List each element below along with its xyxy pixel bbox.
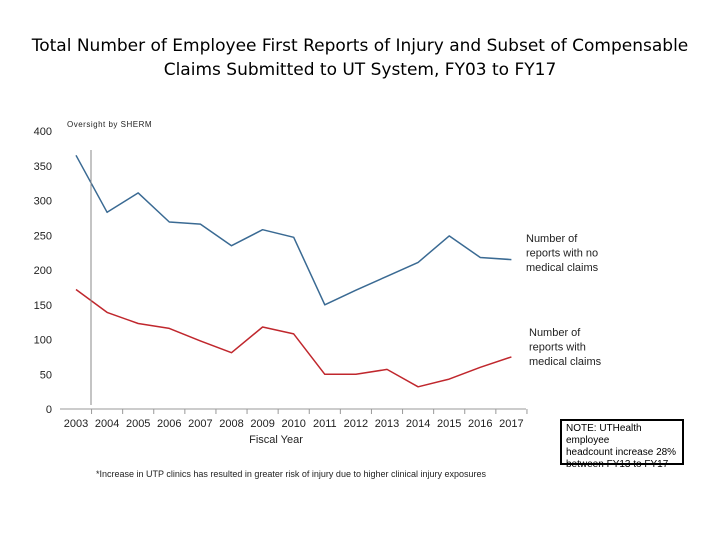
x-axis: 2003 2004 2005 2006 2007 2008 2009 2010 2011 2012…	[60, 408, 528, 446]
x-tick-label: 2016	[468, 418, 492, 430]
y-tick-label: 0	[46, 404, 52, 416]
series-label-line: reports with	[529, 342, 586, 354]
y-tick-label: 100	[34, 335, 52, 347]
series-line-medical	[75, 288, 512, 388]
x-tick-label: 2006	[157, 418, 181, 430]
x-tick-label: 2011	[313, 418, 337, 430]
x-tick-label: 2010	[281, 418, 305, 430]
chart-title-line-1: Total Number of Employee First Reports o…	[31, 36, 689, 56]
y-tick-label: 300	[34, 196, 52, 208]
x-tick-label: 2008	[219, 418, 243, 430]
y-tick-label: 250	[34, 230, 52, 242]
note-box: NOTE: UTHealth employee headcount increa…	[560, 419, 684, 470]
y-tick-label: 200	[34, 265, 52, 277]
x-tick-label: 2014	[406, 418, 430, 430]
note-line-2: headcount increase 28%	[566, 447, 677, 458]
y-axis: 0 50 100 150 200 250 300 350 400	[34, 126, 52, 416]
series-label-line: medical claims	[526, 262, 599, 274]
x-tick-label: 2003	[64, 418, 88, 430]
y-tick-label: 150	[34, 300, 52, 312]
series-label-no-medical: Number of reports with no medical claims	[526, 233, 599, 274]
x-axis-label: Fiscal Year	[249, 434, 303, 446]
series-layer	[75, 154, 512, 388]
note-line-1: NOTE: UTHealth employee	[566, 423, 642, 446]
x-tick-label: 2017	[499, 418, 523, 430]
oversight-label: Oversight by SHERM	[67, 120, 152, 129]
y-tick-label: 50	[40, 369, 52, 381]
chart-title: Total Number of Employee First Reports o…	[0, 34, 720, 82]
x-tick-label: 2012	[344, 418, 368, 430]
chart-title-line-2: Claims Submitted to UT System, FY03 to F…	[163, 60, 557, 80]
y-tick-label: 400	[34, 126, 52, 138]
x-tick-label: 2005	[126, 418, 150, 430]
x-tick-label: 2004	[95, 418, 119, 430]
x-tick-label: 2009	[250, 418, 274, 430]
footnote: *Increase in UTP clinics has resulted in…	[96, 469, 487, 479]
y-tick-label: 350	[34, 161, 52, 173]
note-line-3: between FY13 to FY17	[566, 459, 669, 470]
x-tick-label: 2015	[437, 418, 461, 430]
series-line-no-medical	[75, 154, 512, 306]
x-tick-label: 2013	[375, 418, 399, 430]
series-label-line: medical claims	[529, 356, 602, 368]
series-label-line: Number of	[526, 233, 578, 245]
x-tick-label: 2007	[188, 418, 212, 430]
series-label-line: reports with no	[526, 248, 598, 260]
series-label-medical: Number of reports with medical claims	[529, 327, 602, 368]
series-label-line: Number of	[529, 327, 581, 339]
